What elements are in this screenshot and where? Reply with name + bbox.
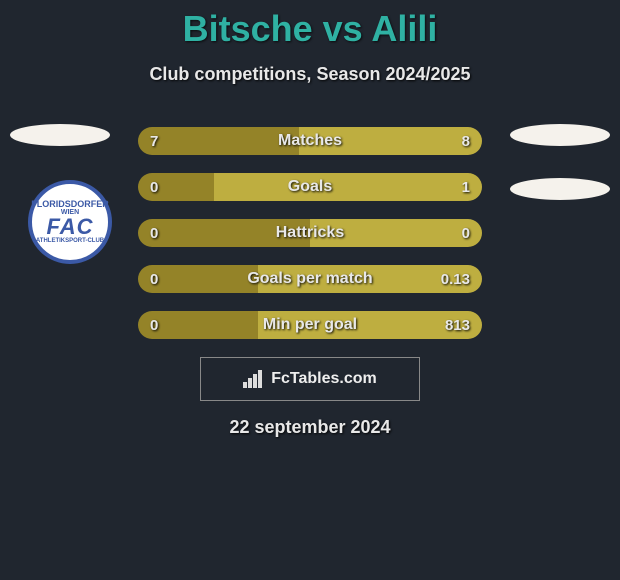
brand-text: FcTables.com — [271, 370, 377, 388]
stat-bar-right — [299, 127, 482, 155]
date-line: 22 september 2024 — [0, 417, 620, 438]
comparison-bars: 78Matches 01Goals 00Hattricks 00.13Goals pe… — [138, 127, 482, 339]
logo-text-bottom: ATHLETIKSPORT-CLUB — [31, 238, 109, 244]
brand-chart-icon — [243, 370, 265, 388]
stat-bar-left — [138, 265, 258, 293]
club-logo-left: FLORIDSDORFER WIEN FAC ATHLETIKSPORT-CLU… — [28, 180, 112, 264]
brand-badge: FcTables.com — [200, 357, 420, 401]
stat-row: 00.13Goals per match — [138, 265, 482, 293]
stat-row: 01Goals — [138, 173, 482, 201]
avatar-placeholder-right — [510, 124, 610, 146]
stat-bar-right — [214, 173, 482, 201]
stat-bar-left — [138, 127, 299, 155]
logo-text-top: FLORIDSDORFER — [31, 200, 109, 209]
stat-bar-right — [310, 219, 482, 247]
page-title: Bitsche vs Alili — [0, 0, 620, 50]
stat-bar-left — [138, 173, 214, 201]
stat-bar-left — [138, 219, 310, 247]
stat-row: 0813Min per goal — [138, 311, 482, 339]
stat-bar-right — [258, 311, 482, 339]
stat-row: 78Matches — [138, 127, 482, 155]
logo-text-big: FAC — [31, 216, 109, 238]
stat-bar-right — [258, 265, 482, 293]
subtitle: Club competitions, Season 2024/2025 — [0, 64, 620, 85]
stat-row: 00Hattricks — [138, 219, 482, 247]
avatar-placeholder-left — [10, 124, 110, 146]
club-placeholder-right — [510, 178, 610, 200]
stat-bar-left — [138, 311, 258, 339]
